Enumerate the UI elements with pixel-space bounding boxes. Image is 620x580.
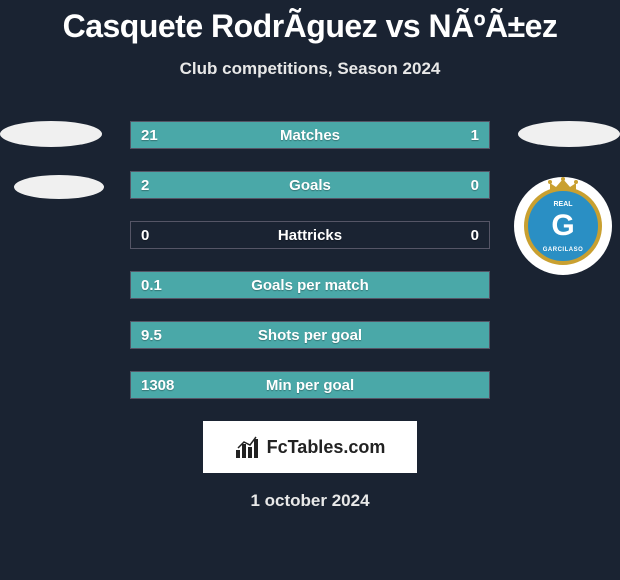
stat-row: 21 1 Matches	[0, 121, 620, 149]
date: 1 october 2024	[0, 491, 620, 511]
stat-label: Goals	[289, 177, 331, 194]
stat-bar: 21 1 Matches	[130, 121, 490, 149]
stat-left-value: 0.1	[141, 277, 162, 294]
stat-row: 2 0 Goals	[0, 171, 620, 199]
stat-bar: 0 0 Hattricks	[130, 221, 490, 249]
stat-label: Matches	[280, 127, 340, 144]
stat-right-value: 0	[471, 227, 479, 244]
stat-label: Shots per goal	[258, 327, 362, 344]
stat-bar: 0.1 Goals per match	[130, 271, 490, 299]
stat-row: 0 0 Hattricks	[0, 221, 620, 249]
stats-area: REAL G GARCILASO 211Matches20Goals00Hatt…	[0, 121, 620, 511]
stat-label: Hattricks	[278, 227, 342, 244]
stat-row: 1308 Min per goal	[0, 371, 620, 399]
stat-left-value: 9.5	[141, 327, 162, 344]
stat-label: Goals per match	[251, 277, 369, 294]
stat-row: 9.5 Shots per goal	[0, 321, 620, 349]
stat-label: Min per goal	[266, 377, 354, 394]
club-badge-top-text: REAL	[553, 201, 572, 208]
bar-chart-icon	[235, 436, 261, 458]
stat-row: 0.1 Goals per match	[0, 271, 620, 299]
stat-left-value: 0	[141, 227, 149, 244]
subtitle: Club competitions, Season 2024	[0, 59, 620, 79]
stat-bar: 2 0 Goals	[130, 171, 490, 199]
stat-right-value: 0	[471, 177, 479, 194]
stat-left-value: 2	[141, 177, 149, 194]
stat-left-value: 1308	[141, 377, 174, 394]
page-title: Casquete RodrÃ­guez vs NÃºÃ±ez	[0, 0, 620, 45]
stat-bar: 9.5 Shots per goal	[130, 321, 490, 349]
stat-right-value: 1	[471, 127, 479, 144]
stat-bar: 1308 Min per goal	[130, 371, 490, 399]
stat-left-value: 21	[141, 127, 158, 144]
fctables-logo[interactable]: FcTables.com	[203, 421, 417, 473]
logo-text: FcTables.com	[267, 437, 386, 458]
